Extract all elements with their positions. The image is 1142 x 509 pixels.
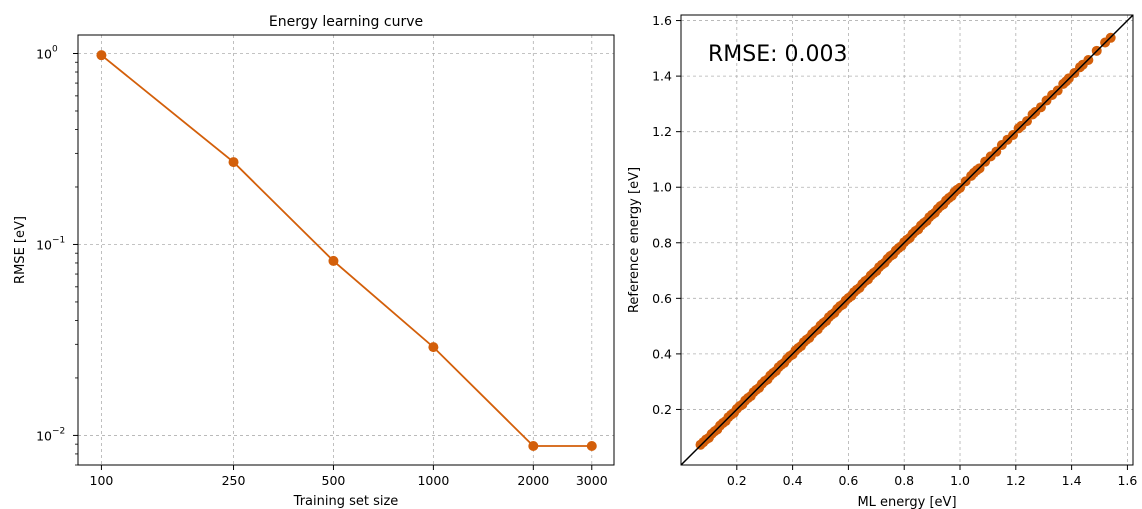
right-y-tick-label: 0.4 [652,346,672,361]
right-x-axis-label: ML energy [eV] [857,495,956,509]
left-x-tick-label: 1000 [417,473,449,488]
rmse-annotation: RMSE: 0.003 [708,42,848,67]
right-x-tick-label: 0.4 [783,473,803,488]
left-axes-frame [77,34,615,466]
tick-base: 10 [36,47,52,62]
left-y-axis-label: RMSE [eV] [13,216,28,284]
left-y-tick-label: 10 [36,237,52,252]
left-y-tick-label: 10 [36,428,52,443]
right-y-tick-label: 0.8 [652,235,672,250]
left-x-axis-label: Training set size [293,494,399,509]
learning-curve-line [100,54,592,447]
left-x-tick-label: 250 [222,473,246,488]
tick-exponent: −1 [52,235,65,245]
learning-curve-point [528,441,539,452]
right-x-tick-label: 1.4 [1062,473,1082,488]
tick-base: 10 [36,237,52,252]
learning-curve-point [586,441,597,452]
learning-curve-point [428,342,439,353]
right-x-tick-label: 0.2 [727,473,747,488]
right-x-tick-label: 0.6 [838,473,858,488]
parity-reference-line [680,14,1134,466]
left-y-tick-label: 10 [36,47,52,62]
parity-chart: 0.2 0.4 0.6 0.8 1.0 1.2 1.4 1.6 0.2 0.4 0.6 0.8 1.0 1… [627,13,1137,509]
right-y-axis-label: Reference energy [eV] [627,167,642,313]
right-x-tick-label: 1.2 [1006,473,1026,488]
learning-curve-point [328,255,339,266]
learning-curve-point [96,50,107,61]
left-x-tick-label: 100 [90,473,114,488]
tick-exponent: 0 [52,45,58,55]
right-y-tick-label: 1.2 [652,124,672,139]
learning-curve-series [96,50,597,452]
right-y-tick-label: 1.6 [652,13,672,28]
learning-curve-point [228,157,239,168]
tick-exponent: −2 [52,426,65,436]
right-y-tick-label: 1.0 [652,180,672,195]
left-x-tick-label: 2000 [517,473,549,488]
left-x-tick-label: 500 [322,473,346,488]
right-y-tick-label: 0.2 [652,402,672,417]
right-x-tick-label: 1.6 [1117,473,1137,488]
right-axes-frame [680,14,1134,466]
right-x-tick-label: 1.0 [950,473,970,488]
left-x-tick-label: 3000 [576,473,608,488]
right-x-tick-label: 0.8 [894,473,914,488]
right-y-tick-label: 1.4 [652,69,672,84]
left-grid [78,35,614,465]
right-y-tick-label: 0.6 [652,291,672,306]
tick-base: 10 [36,428,52,443]
right-ticks: 0.2 0.4 0.6 0.8 1.0 1.2 1.4 1.6 0.2 0.4 0.6 0.8 1.0 1… [652,13,1137,488]
left-chart-title: Energy learning curve [269,14,423,30]
